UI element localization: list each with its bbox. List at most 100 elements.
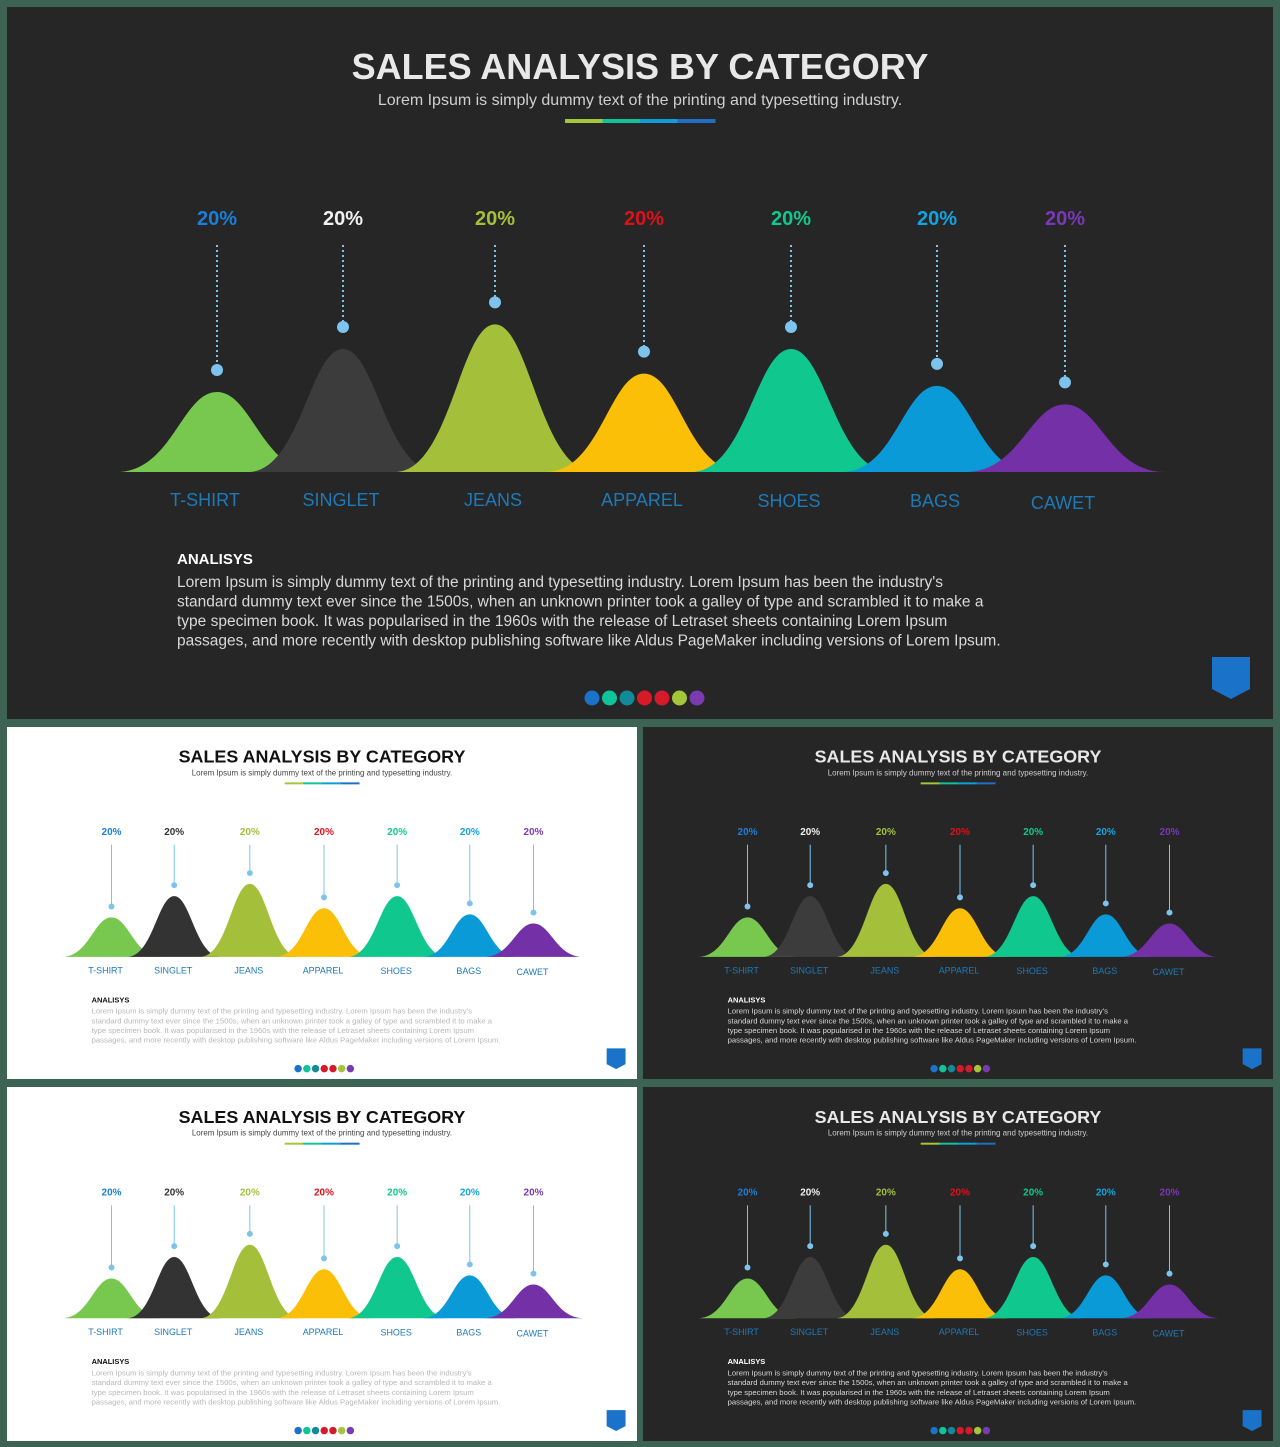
- category-label-singlet: SINGLET: [154, 966, 193, 976]
- title-underline-segment: [284, 1142, 304, 1145]
- slide-thumb-dark-1[interactable]: SALES ANALYSIS BY CATEGORY Lorem Ipsum is…: [643, 727, 1273, 1079]
- bell-curve-jeans: [836, 1244, 936, 1319]
- page-dot[interactable]: [329, 1064, 337, 1073]
- connector-dot: [807, 882, 814, 889]
- page-dot[interactable]: [672, 690, 687, 706]
- page-dot[interactable]: [584, 690, 600, 706]
- connector-dot: [638, 345, 650, 358]
- page-dot[interactable]: [965, 1426, 973, 1435]
- category-label-jeans: JEANS: [464, 490, 522, 510]
- page-dot[interactable]: [930, 1426, 938, 1435]
- page-dot[interactable]: [947, 1426, 956, 1435]
- bell-curve-jeans: [836, 883, 936, 957]
- category-label-apparel: APPAREL: [939, 1327, 980, 1337]
- analysis-text-line: Lorem Ipsum is simply dummy text of the …: [728, 1368, 1108, 1377]
- bookmark-icon[interactable]: [606, 1048, 626, 1070]
- analysis-text-line: standard dummy text ever since the 1500s…: [728, 1016, 1129, 1025]
- page-dot[interactable]: [329, 1426, 337, 1435]
- page-dot[interactable]: [303, 1426, 311, 1435]
- slide-thumb-dark-2[interactable]: SALES ANALYSIS BY CATEGORY Lorem Ipsum is…: [643, 1087, 1273, 1441]
- bell-curve-bags: [422, 1275, 518, 1319]
- bell-curve-cawet: [483, 1284, 584, 1319]
- page-dot[interactable]: [654, 690, 670, 706]
- page-dot[interactable]: [956, 1426, 964, 1435]
- page-dot[interactable]: [346, 1426, 355, 1435]
- page-dot[interactable]: [602, 690, 617, 706]
- page-dot[interactable]: [311, 1064, 320, 1073]
- bell-curve-singlet: [762, 896, 858, 957]
- percent-label-cawet: 20%: [1160, 1187, 1180, 1198]
- category-label-t-shirt: T-SHIRT: [724, 966, 759, 976]
- page-dot[interactable]: [294, 1426, 302, 1435]
- slide-thumb-light-2[interactable]: SALES ANALYSIS BY CATEGORY Lorem Ipsum is…: [7, 1087, 637, 1441]
- page-dot[interactable]: [337, 1064, 346, 1073]
- percent-label-cawet: 20%: [1160, 827, 1180, 838]
- analysis-heading: ANALISYS: [728, 995, 766, 1004]
- page-dot[interactable]: [930, 1064, 938, 1073]
- connector-dot: [744, 1264, 751, 1271]
- connector-dot: [108, 1264, 115, 1271]
- connector-dot: [1102, 1261, 1109, 1268]
- connector-dot: [957, 1255, 963, 1262]
- percent-label-jeans: 20%: [876, 1187, 896, 1198]
- page-dot[interactable]: [294, 1064, 302, 1073]
- page-dot[interactable]: [320, 1426, 328, 1435]
- category-label-jeans: JEANS: [234, 1327, 263, 1337]
- analysis-text-line: passages, and more recently with desktop…: [728, 1397, 1137, 1406]
- slide-thumb-light-1[interactable]: SALES ANALYSIS BY CATEGORY Lorem Ipsum is…: [7, 727, 637, 1079]
- slide-main: SALES ANALYSIS BY CATEGORY Lorem Ipsum is…: [7, 7, 1273, 719]
- page-dot[interactable]: [973, 1064, 982, 1073]
- analysis-text-line: Lorem Ipsum is simply dummy text of the …: [177, 574, 943, 591]
- page-dot[interactable]: [320, 1064, 328, 1073]
- category-label-singlet: SINGLET: [302, 490, 379, 510]
- connector-dot: [882, 870, 889, 877]
- page-dot[interactable]: [689, 690, 705, 706]
- page-dot[interactable]: [311, 1426, 320, 1435]
- category-label-apparel: APPAREL: [303, 966, 344, 976]
- page-dot[interactable]: [965, 1064, 973, 1073]
- bookmark-icon[interactable]: [1242, 1048, 1262, 1070]
- page-dot[interactable]: [939, 1064, 947, 1073]
- bell-curve-shoes: [983, 896, 1083, 957]
- page-dot[interactable]: [982, 1426, 991, 1435]
- percent-label-shoes: 20%: [1023, 827, 1043, 838]
- bookmark-icon[interactable]: [1212, 657, 1250, 699]
- connector-dot: [211, 364, 223, 377]
- page-dot[interactable]: [346, 1064, 355, 1073]
- title-underline-segment: [284, 782, 304, 785]
- page-dot[interactable]: [982, 1064, 991, 1073]
- page-dot[interactable]: [973, 1426, 982, 1435]
- connector-dot: [530, 1270, 537, 1277]
- percent-label-apparel: 20%: [950, 827, 970, 838]
- page-dot[interactable]: [637, 690, 652, 706]
- bell-curve-bags: [422, 914, 518, 957]
- connector-dot: [489, 296, 501, 309]
- page-dot[interactable]: [619, 690, 635, 706]
- title-underline-segment: [920, 782, 940, 785]
- connector-dot: [337, 321, 349, 333]
- connector-dot: [466, 900, 473, 907]
- bookmark-icon[interactable]: [606, 1410, 626, 1432]
- category-label-shoes: SHOES: [757, 491, 820, 511]
- analysis-text: Lorem Ipsum is simply dummy text of the …: [728, 1007, 1137, 1045]
- category-label-singlet: SINGLET: [790, 1327, 829, 1337]
- title-underline-segment: [920, 1142, 940, 1145]
- title-underline-segment: [602, 119, 641, 123]
- category-label-bags: BAGS: [456, 966, 481, 976]
- percent-label-bags: 20%: [917, 208, 957, 230]
- page-dot[interactable]: [303, 1064, 311, 1073]
- page-dot[interactable]: [337, 1426, 346, 1435]
- page-dot[interactable]: [939, 1426, 947, 1435]
- bookmark-icon[interactable]: [1242, 1410, 1262, 1432]
- percent-label-t-shirt: 20%: [197, 208, 237, 230]
- category-label-shoes: SHOES: [1016, 1328, 1047, 1338]
- percent-label-t-shirt: 20%: [738, 827, 758, 838]
- page-dot[interactable]: [947, 1064, 956, 1073]
- percent-label-apparel: 20%: [624, 208, 664, 230]
- analysis-text-line: Lorem Ipsum is simply dummy text of the …: [92, 1007, 473, 1016]
- page-dot[interactable]: [956, 1064, 964, 1073]
- slide-subtitle: Lorem Ipsum is simply dummy text of the …: [192, 1129, 452, 1138]
